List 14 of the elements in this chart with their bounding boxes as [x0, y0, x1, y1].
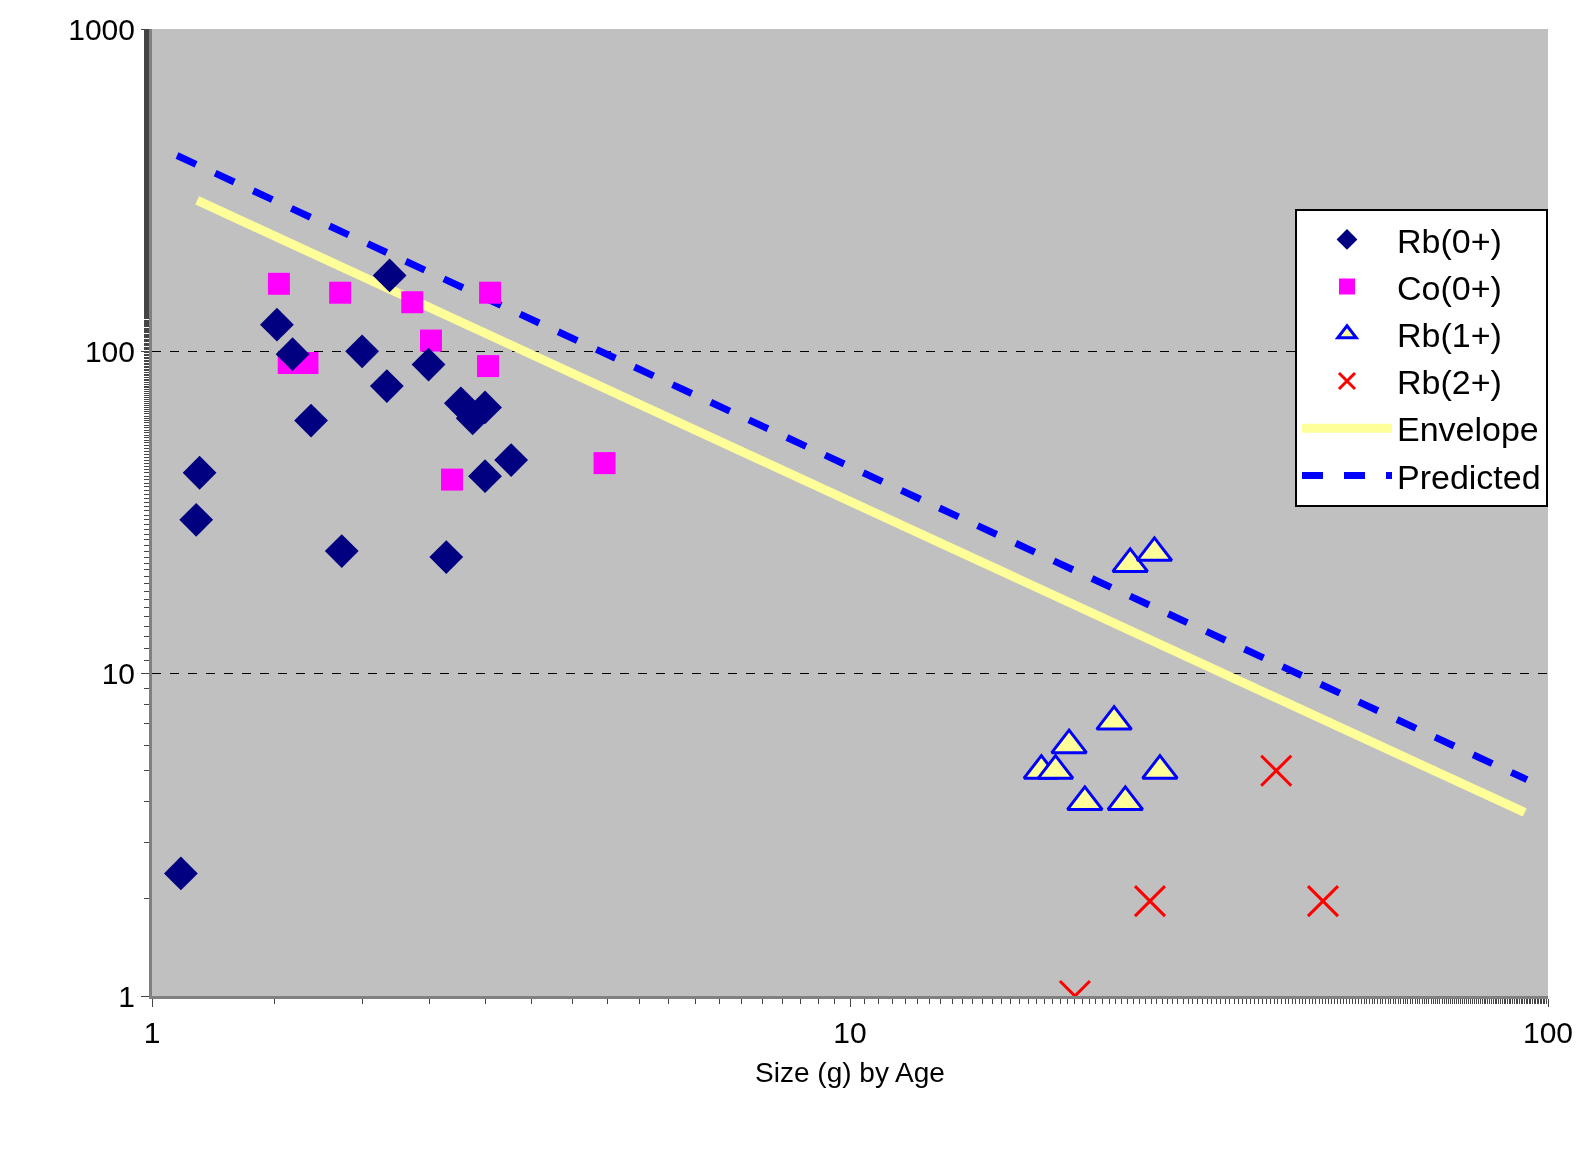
- legend-label: Co(0+): [1397, 268, 1502, 307]
- legend-label: Rb(2+): [1397, 363, 1502, 402]
- y-tick-label: 100: [84, 334, 135, 368]
- x-tick-label: 1: [143, 1016, 161, 1049]
- y-tick-label: 1: [118, 979, 135, 1013]
- x-tick-label: 10: [833, 1016, 867, 1049]
- y-tick-label: 1000: [68, 12, 135, 46]
- legend-label: Rb(0+): [1397, 221, 1502, 260]
- x-axis-title: Size (g) by Age: [755, 1057, 945, 1089]
- x-tick-label: 100: [1522, 1016, 1574, 1049]
- legend-label: Rb(1+): [1397, 316, 1502, 355]
- legend-label: Predicted: [1397, 457, 1541, 496]
- y-tick-label: 10: [101, 657, 135, 691]
- legend-label: Envelope: [1397, 410, 1539, 449]
